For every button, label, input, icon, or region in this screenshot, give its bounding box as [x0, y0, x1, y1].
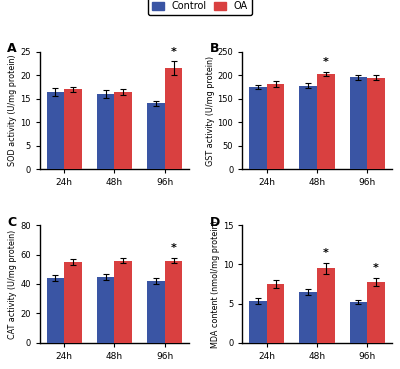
- Text: *: *: [323, 57, 329, 67]
- Bar: [97, 94, 114, 169]
- Bar: [249, 87, 267, 169]
- Bar: [114, 92, 132, 169]
- Text: C: C: [7, 216, 16, 229]
- Bar: [46, 278, 64, 343]
- Y-axis label: MDA content (nmol/mg protein): MDA content (nmol/mg protein): [211, 220, 220, 348]
- Bar: [165, 261, 182, 343]
- Text: *: *: [323, 248, 329, 258]
- Y-axis label: SOD activity (U/mg protein): SOD activity (U/mg protein): [8, 55, 18, 166]
- Text: *: *: [170, 46, 176, 56]
- Bar: [249, 301, 267, 343]
- Bar: [46, 92, 64, 169]
- Bar: [317, 74, 334, 169]
- Bar: [147, 281, 165, 343]
- Bar: [64, 89, 82, 169]
- Bar: [299, 86, 317, 169]
- Bar: [267, 284, 284, 343]
- Bar: [367, 282, 385, 343]
- Text: A: A: [7, 42, 16, 55]
- Bar: [147, 103, 165, 169]
- Text: *: *: [170, 243, 176, 253]
- Text: D: D: [210, 216, 220, 229]
- Bar: [97, 277, 114, 343]
- Bar: [165, 68, 182, 169]
- Y-axis label: CAT activity (U/mg protein): CAT activity (U/mg protein): [8, 230, 17, 339]
- Legend: Control, OA: Control, OA: [148, 0, 252, 15]
- Text: B: B: [210, 42, 219, 55]
- Text: *: *: [373, 263, 379, 273]
- Bar: [350, 302, 367, 343]
- Bar: [267, 84, 284, 169]
- Bar: [350, 77, 367, 169]
- Bar: [367, 78, 385, 169]
- Bar: [299, 292, 317, 343]
- Bar: [317, 268, 334, 343]
- Bar: [64, 262, 82, 343]
- Bar: [114, 261, 132, 343]
- Y-axis label: GST activity (U/mg protein): GST activity (U/mg protein): [206, 55, 215, 166]
